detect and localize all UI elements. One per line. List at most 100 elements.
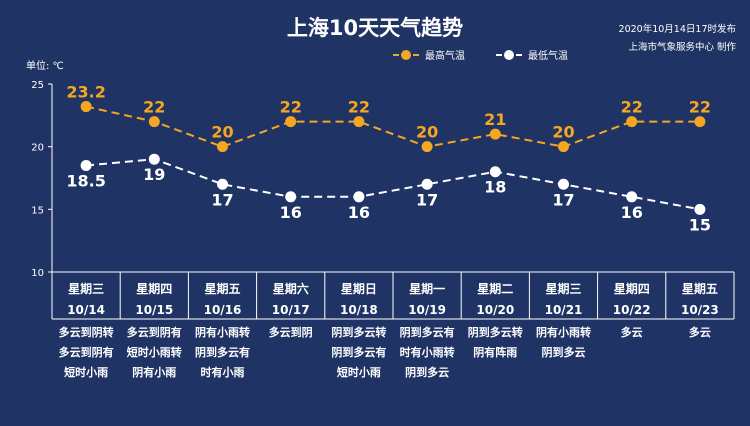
low-temp-point [80,159,92,171]
day-date: 10/17 [272,303,310,317]
high-temp-point [626,116,638,128]
day-weather-desc: 阴到多云有 [331,345,386,359]
day-weather-desc: 阴有小雨转 [536,325,591,339]
day-weather-desc: 多云到阴转 [59,325,114,339]
low-temp-point [558,178,569,190]
day-weather-desc: 阴到多云 [542,345,586,359]
unit-label: 单位: ℃ [26,59,64,72]
high-temp-label: 20 [211,123,233,142]
day-weekday: 星期二 [477,281,513,296]
day-weekday: 星期四 [136,281,172,296]
day-date: 10/22 [613,303,651,317]
day-weather-desc: 多云 [689,325,711,339]
publish-time: 2020年10月14日17时发布 [619,23,736,35]
day-weather-desc: 阴到多云 [405,365,449,379]
high-temp-point [285,116,297,128]
low-temp-label: 17 [416,190,438,209]
day-weekday: 星期四 [614,281,650,296]
high-temp-label: 20 [552,123,574,142]
day-date: 10/20 [476,303,514,317]
low-temp-label: 19 [143,165,165,184]
high-temp-label: 20 [416,123,438,142]
legend-high-label: 最高气温 [425,49,465,62]
chart-title: 上海10天天气趋势 [287,16,463,40]
high-temp-point [421,141,433,153]
high-temp-point [217,141,228,153]
day-date: 10/19 [408,303,446,317]
low-temp-label: 18.5 [66,171,105,190]
low-temp-point [694,203,706,215]
legend-low-marker [504,50,514,60]
day-weather-desc: 短时小雨 [337,365,381,379]
low-temp-label: 16 [280,203,302,222]
axis-layer: 10 15 20 25 [31,80,53,279]
day-weather-desc: 多云到阴 [269,325,313,339]
y-tick-label: 25 [31,80,44,91]
high-temp-label: 22 [143,98,165,117]
low-temp-label: 17 [211,190,233,209]
day-date: 10/23 [681,303,719,317]
high-temp-label: 22 [689,98,711,117]
day-weather-desc: 多云 [621,325,643,339]
day-weekday: 星期三 [545,281,581,296]
high-temp-label: 22 [280,98,302,117]
day-weekday: 星期一 [409,281,445,296]
low-temp-point [489,166,501,178]
low-temp-label: 18 [484,178,506,197]
high-temp-label: 22 [348,98,370,117]
day-weather-desc: 阴到多云有 [195,345,250,359]
day-weather-desc: 阴有小雨 [132,365,176,379]
low-temp-point [285,191,297,203]
day-weather-desc: 阴到多云有 [400,325,455,339]
day-weather-desc: 时有小雨转 [400,345,455,359]
day-weather-desc: 时有小雨 [201,365,245,379]
legend: 最高气温 最低气温 [393,49,568,62]
low-temp-point [148,153,160,165]
day-date: 10/18 [340,303,378,317]
high-temp-point [694,116,706,128]
high-temp-point [489,128,501,140]
high-temp-label: 23.2 [66,83,105,102]
low-temp-line [86,158,701,211]
day-weekday: 星期三 [68,281,104,296]
high-temp-point [80,101,92,113]
high-temp-point [558,141,569,153]
day-weather-desc: 多云到阴有 [59,345,114,359]
high-temp-line [85,105,700,148]
y-tick-label: 10 [31,268,44,279]
day-weather-desc: 阴到多云转 [468,325,523,339]
low-temp-label: 16 [621,203,643,222]
day-weather-desc: 阴到多云转 [331,325,386,339]
day-weather-desc: 多云到阴有 [127,325,182,339]
low-temp-label: 15 [689,215,711,234]
low-temp-label: 16 [348,203,370,222]
high-temp-point [353,116,365,128]
series-layer: 23.2 22 20 22 22 20 21 20 22 22 18.5 19 17 16 16 17 18 17… [66,83,711,235]
y-tick-label: 20 [31,143,44,154]
low-temp-point [217,178,228,190]
day-date: 10/14 [67,303,105,317]
publisher-credit: 上海市气象服务中心 制作 [628,41,736,53]
day-weekday: 星期六 [273,281,309,296]
y-tick-label: 15 [31,205,44,216]
legend-high-marker [401,50,411,60]
legend-low-label: 最低气温 [528,49,568,62]
day-date: 10/16 [204,303,242,317]
day-weekday: 星期五 [204,281,240,296]
day-weather-desc: 短时小雨 [64,365,108,379]
day-date: 10/15 [135,303,173,317]
low-temp-point [421,178,433,190]
high-temp-label: 22 [621,98,643,117]
high-temp-label: 21 [484,110,506,129]
low-temp-label: 17 [552,190,574,209]
day-weather-desc: 短时小雨转 [127,345,182,359]
day-weekday: 星期日 [341,281,377,296]
day-weekday: 星期五 [682,281,718,296]
day-weather-desc: 阴有阵雨 [473,345,517,359]
high-temp-point [148,116,160,128]
day-date: 10/21 [545,303,583,317]
low-temp-point [353,191,365,203]
day-weather-desc: 阴有小雨转 [195,325,250,339]
